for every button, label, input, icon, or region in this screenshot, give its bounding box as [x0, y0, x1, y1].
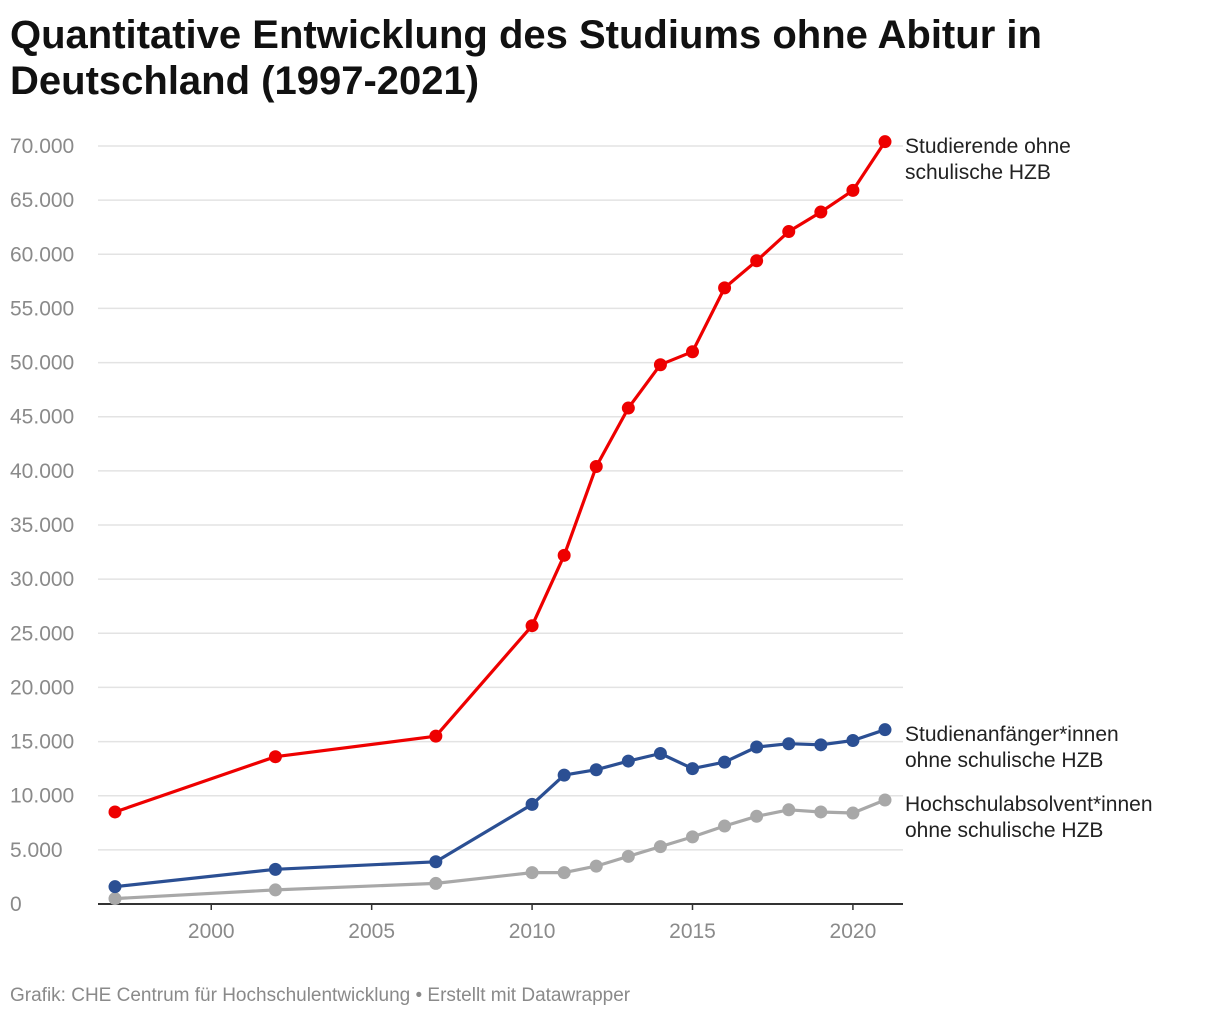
series-labels: Studierende ohne schulische HZB Studienanf…: [905, 135, 1153, 842]
data-point: [878, 793, 892, 807]
data-point: [814, 805, 828, 819]
y-tick-label: 40.000: [10, 460, 74, 483]
data-point: [653, 840, 667, 854]
data-point: [108, 892, 122, 906]
data-point: [589, 460, 603, 474]
y-tick-label: 65.000: [10, 189, 74, 212]
data-point: [108, 805, 122, 819]
y-axis: 0 5.000 10.000 15.000 20.000 25.000 30.000 35.0…: [10, 135, 74, 916]
data-point: [814, 738, 828, 752]
y-tick-label: 10.000: [10, 785, 74, 808]
data-point: [718, 755, 732, 769]
data-point: [557, 866, 571, 880]
series-2: [108, 723, 892, 894]
data-point: [718, 281, 732, 295]
x-tick-label: 2005: [348, 920, 395, 943]
x-axis: 2000 2005 2010 2015 2020: [98, 903, 903, 943]
data-point: [750, 809, 764, 823]
data-point: [782, 737, 796, 751]
data-point: [782, 803, 796, 817]
data-point: [268, 862, 282, 876]
x-tick-label: 2015: [669, 920, 716, 943]
data-point: [846, 183, 860, 197]
data-point: [686, 345, 699, 359]
source-credit: Grafik: CHE Centrum für Hochschulentwick…: [10, 985, 631, 1006]
series-label: Studienanfänger*innen: [905, 723, 1119, 746]
y-tick-label: 70.000: [10, 135, 74, 158]
data-point: [846, 733, 860, 747]
data-point: [268, 750, 282, 764]
data-point: [750, 254, 764, 268]
data-point: [429, 876, 443, 890]
series-line: [113, 140, 887, 814]
data-point: [621, 401, 635, 415]
data-point: [814, 205, 828, 219]
series-label: ohne schulische HZB: [905, 749, 1103, 772]
data-point: [268, 883, 282, 897]
y-tick-label: 20.000: [10, 676, 74, 699]
data-point: [525, 619, 539, 633]
data-point: [429, 729, 443, 743]
y-tick-label: 35.000: [10, 514, 74, 537]
chart-title: Quantitative Entwicklung des Studiums oh…: [10, 13, 1042, 103]
series-line: [113, 728, 887, 889]
data-point: [621, 849, 635, 863]
data-point: [878, 723, 892, 737]
data-point: [621, 754, 635, 768]
y-tick-label: 0: [10, 893, 22, 916]
series-1: [108, 135, 892, 819]
series-label: Hochschulabsolvent*innen: [905, 793, 1153, 816]
series-label: Studierende ohne: [905, 135, 1071, 158]
data-point: [108, 880, 122, 894]
data-point: [525, 797, 539, 811]
series-label: schulische HZB: [905, 161, 1051, 184]
data-point: [653, 746, 667, 760]
data-point: [557, 548, 571, 562]
data-point: [686, 762, 699, 776]
data-point: [653, 358, 667, 372]
y-tick-label: 45.000: [10, 406, 74, 429]
y-tick-label: 30.000: [10, 568, 74, 591]
series-label: ohne schulische HZB: [905, 819, 1103, 842]
y-tick-label: 55.000: [10, 297, 74, 320]
data-point: [589, 859, 603, 873]
y-tick-label: 50.000: [10, 352, 74, 375]
line-chart: 0 5.000 10.000 15.000 20.000 25.000 30.000 35.0…: [10, 135, 1153, 943]
data-point: [589, 763, 603, 777]
data-point: [782, 225, 796, 239]
data-point: [846, 806, 860, 820]
y-tick-label: 60.000: [10, 243, 74, 266]
data-point: [557, 768, 571, 782]
y-tick-label: 15.000: [10, 731, 74, 754]
series-3: [108, 793, 892, 906]
grid-lines: [98, 145, 903, 851]
y-tick-label: 5.000: [10, 839, 63, 862]
data-point: [878, 135, 892, 149]
data-point: [750, 740, 764, 754]
data-point: [686, 830, 699, 844]
x-tick-label: 2010: [509, 920, 556, 943]
data-point: [525, 866, 539, 880]
x-tick-label: 2020: [830, 920, 877, 943]
data-point: [429, 855, 443, 869]
data-point: [718, 819, 732, 833]
x-tick-label: 2000: [188, 920, 235, 943]
data-series: [108, 135, 892, 906]
y-tick-label: 25.000: [10, 622, 74, 645]
